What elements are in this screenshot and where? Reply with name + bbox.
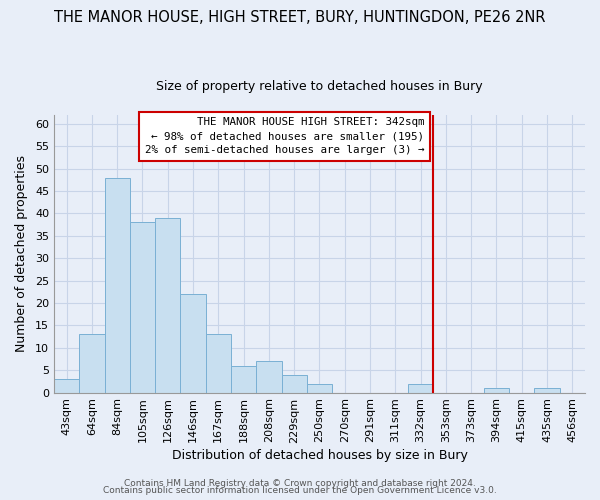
- Bar: [155, 218, 181, 392]
- Y-axis label: Number of detached properties: Number of detached properties: [15, 156, 28, 352]
- Bar: [130, 222, 155, 392]
- Bar: [54, 379, 79, 392]
- Bar: [256, 361, 281, 392]
- Bar: [181, 294, 206, 392]
- Bar: [104, 178, 130, 392]
- Bar: [408, 384, 433, 392]
- Text: THE MANOR HOUSE, HIGH STREET, BURY, HUNTINGDON, PE26 2NR: THE MANOR HOUSE, HIGH STREET, BURY, HUNT…: [54, 10, 546, 25]
- Bar: [484, 388, 509, 392]
- Text: Contains public sector information licensed under the Open Government Licence v3: Contains public sector information licen…: [103, 486, 497, 495]
- Bar: [79, 334, 104, 392]
- Bar: [231, 366, 256, 392]
- Bar: [535, 388, 560, 392]
- Title: Size of property relative to detached houses in Bury: Size of property relative to detached ho…: [156, 80, 483, 93]
- X-axis label: Distribution of detached houses by size in Bury: Distribution of detached houses by size …: [172, 450, 467, 462]
- Bar: [307, 384, 332, 392]
- Text: THE MANOR HOUSE HIGH STREET: 342sqm
← 98% of detached houses are smaller (195)
2: THE MANOR HOUSE HIGH STREET: 342sqm ← 98…: [145, 117, 424, 155]
- Bar: [206, 334, 231, 392]
- Bar: [281, 374, 307, 392]
- Text: Contains HM Land Registry data © Crown copyright and database right 2024.: Contains HM Land Registry data © Crown c…: [124, 478, 476, 488]
